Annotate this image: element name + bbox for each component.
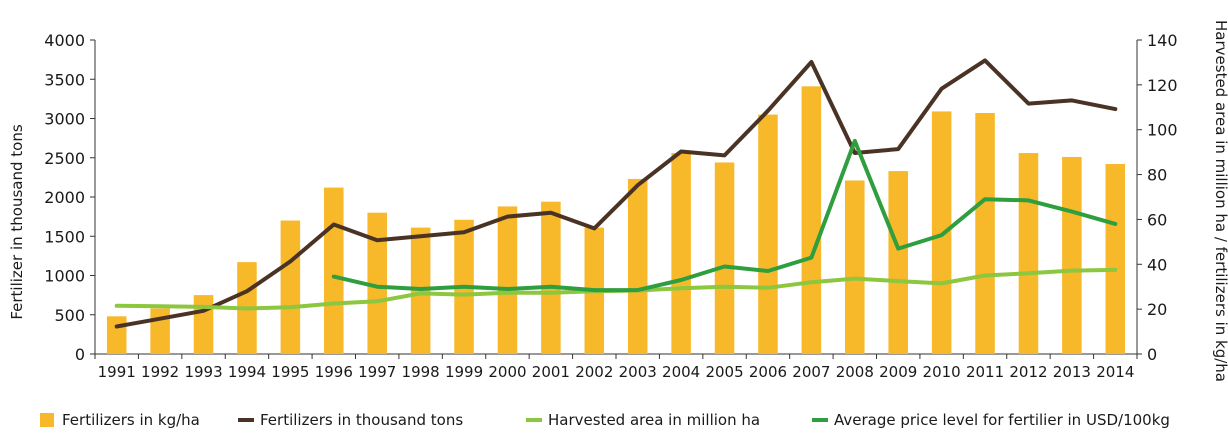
x-tick-label: 2014 (1096, 363, 1134, 381)
right-axis-title: Harvested area in million ha / fertilize… (1212, 20, 1228, 382)
x-tick-label: 1995 (271, 363, 309, 381)
legend-label: Harvested area in million ha (548, 411, 760, 429)
x-tick-label: 1993 (184, 363, 222, 381)
bar (497, 206, 518, 354)
x-tick-label: 1999 (445, 363, 483, 381)
bar (888, 171, 908, 354)
x-tick-label: 2012 (1009, 363, 1047, 381)
x-tick-label: 2004 (662, 363, 700, 381)
bar (280, 220, 301, 354)
x-tick-label: 2006 (749, 363, 787, 381)
bar (627, 178, 648, 354)
series-line-average-price-level-for-fertilier-in-usd-100kg (331, 138, 1118, 293)
right-tick-label: 20 (1147, 300, 1167, 319)
bar (1105, 164, 1126, 354)
x-tick-label: 2007 (792, 363, 830, 381)
x-tick-label: 2013 (1053, 363, 1091, 381)
bar (714, 162, 735, 354)
x-tick-label: 2003 (619, 363, 657, 381)
x-tick-label: 1998 (402, 363, 440, 381)
left-tick-label: 2000 (44, 188, 85, 207)
x-tick-label: 2005 (705, 363, 743, 381)
right-tick-label: 60 (1147, 210, 1167, 229)
bar (106, 316, 127, 354)
left-tick-label: 4000 (44, 31, 85, 50)
right-tick-label: 120 (1147, 76, 1178, 95)
right-tick-label: 40 (1147, 255, 1167, 274)
legend-label: Average price level for fertilier in USD… (834, 411, 1170, 429)
x-tick-label: 2000 (488, 363, 526, 381)
left-tick-label: 2500 (44, 149, 85, 168)
bar (541, 201, 561, 354)
x-tick-label: 2010 (923, 363, 961, 381)
left-tick-label: 3000 (44, 110, 85, 129)
x-tick-label: 1991 (98, 363, 136, 381)
bar (367, 212, 387, 354)
left-tick-label: 3500 (44, 70, 85, 89)
right-tick-label: 100 (1147, 121, 1178, 140)
series-line-fertilizers-in-thousand-tons (114, 58, 1118, 329)
bar (801, 86, 822, 354)
x-tick-label: 2011 (966, 363, 1004, 381)
x-tick-label: 1996 (315, 363, 353, 381)
left-axis-title: Fertilizer in thousand tons (8, 124, 26, 320)
legend-label: Fertilizers in thousand tons (260, 411, 463, 429)
bar (975, 113, 995, 354)
bar (150, 308, 170, 354)
right-tick-label: 140 (1147, 31, 1178, 50)
bar (758, 114, 778, 354)
left-tick-label: 0 (75, 345, 85, 364)
left-tick-label: 1500 (44, 227, 85, 246)
right-tick-label: 0 (1147, 345, 1157, 364)
x-tick-label: 2002 (575, 363, 613, 381)
bar (324, 187, 344, 354)
bar (1062, 156, 1082, 354)
bar (193, 295, 214, 354)
x-tick-label: 1997 (358, 363, 396, 381)
legend-swatch (40, 413, 54, 427)
x-tick-label: 1992 (141, 363, 179, 381)
legend-label: Fertilizers in kg/ha (62, 411, 200, 429)
bar (671, 153, 691, 354)
x-tick-label: 2008 (836, 363, 874, 381)
bar (845, 180, 865, 354)
left-tick-label: 1000 (44, 267, 85, 286)
x-tick-label: 1994 (228, 363, 266, 381)
x-tick-label: 2001 (532, 363, 570, 381)
bar (1018, 153, 1039, 354)
right-tick-label: 80 (1147, 166, 1167, 185)
x-tick-label: 2009 (879, 363, 917, 381)
left-tick-label: 500 (54, 306, 85, 325)
